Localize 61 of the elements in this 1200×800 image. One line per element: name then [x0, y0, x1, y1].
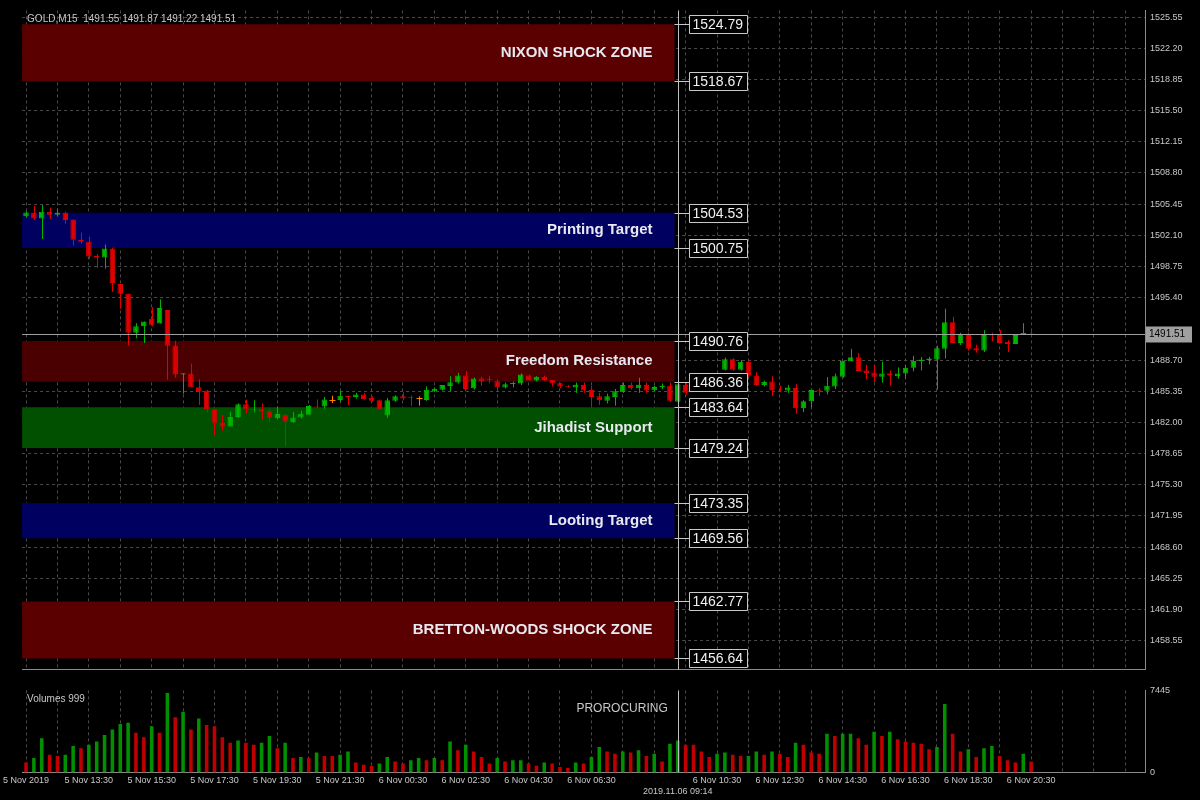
annotation: 1524.79: [692, 16, 744, 33]
x-tick-label: 6 Nov 14:30: [818, 775, 867, 786]
band-label: Looting Target: [548, 510, 653, 528]
annotation: 1479.24: [692, 440, 744, 457]
band-label: NIXON SHOCK ZONE: [500, 42, 653, 60]
annotation: 1504.53: [692, 205, 744, 222]
y-tick-label: 1468.60: [1150, 541, 1183, 552]
y-tick-label: 1461.90: [1150, 603, 1183, 614]
y-tick-label: 1465.25: [1150, 572, 1183, 583]
y-tick-label: 1458.55: [1150, 635, 1183, 646]
y-tick-label: 1478.65: [1150, 448, 1183, 459]
annotation: 1500.75: [692, 240, 744, 257]
y-tick-label: 1471.95: [1150, 510, 1183, 521]
x-tick-label: 5 Nov 17:30: [190, 775, 239, 786]
y-tick-label: 1482.00: [1150, 416, 1183, 427]
y-tick-label: 7445: [1150, 684, 1171, 695]
x-tick-label: 6 Nov 06:30: [567, 775, 616, 786]
annotation: 1473.35: [692, 495, 744, 512]
annotation: 1469.56: [692, 530, 744, 547]
annotation: 1490.76: [692, 333, 744, 350]
ref-line-label: 1491.51: [1149, 328, 1186, 340]
y-tick-label: 1522.20: [1150, 42, 1183, 53]
annotation: 1462.77: [692, 593, 744, 610]
y-tick-label: 1488.70: [1150, 354, 1183, 365]
x-tick-label: 2019.11.06 09:14: [643, 786, 713, 797]
x-tick-label: 6 Nov 20:30: [1006, 775, 1056, 786]
band-label: BRETTON-WOODS SHOCK ZONE: [412, 620, 653, 638]
annotation: 1518.67: [692, 73, 744, 90]
annotation: 1456.64: [692, 650, 744, 667]
x-tick-label: 6 Nov 00:30: [378, 775, 428, 786]
annotation: PROROCURING: [576, 700, 668, 715]
annotation: 1483.64: [692, 399, 744, 416]
y-tick-label: 1508.80: [1150, 167, 1183, 178]
chart-title: GOLD,M15 1491.55 1491.87 1491.22 1491.51: [27, 13, 237, 25]
band-label: Jihadist Support: [534, 417, 653, 435]
chart-title: Volumes 999: [27, 693, 86, 705]
annotation: 1486.36: [692, 374, 744, 391]
y-tick-label: 1515.50: [1150, 105, 1183, 116]
x-tick-label: 6 Nov 12:30: [755, 775, 805, 786]
band-label: Freedom Resistance: [505, 351, 653, 369]
y-tick-label: 1502.10: [1150, 229, 1183, 240]
y-tick-label: 1512.15: [1150, 136, 1183, 147]
x-tick-label: 5 Nov 15:30: [127, 775, 176, 786]
x-tick-label: 6 Nov 18:30: [944, 775, 993, 786]
x-tick-label: 5 Nov 21:30: [315, 775, 365, 786]
x-tick-label: 5 Nov 2019: [3, 775, 50, 786]
x-tick-label: 6 Nov 10:30: [692, 775, 742, 786]
x-tick-label: 5 Nov 19:30: [253, 775, 302, 786]
x-tick-label: 6 Nov 02:30: [441, 775, 491, 786]
y-tick-label: 1475.30: [1150, 479, 1183, 490]
y-tick-label: 1498.75: [1150, 261, 1183, 272]
x-tick-label: 5 Nov 13:30: [64, 775, 114, 786]
band-label: Printing Target: [546, 220, 653, 238]
y-tick-label: 1505.45: [1150, 198, 1183, 209]
y-tick-label: 1485.35: [1150, 385, 1183, 396]
y-tick-label: 1525.55: [1150, 11, 1183, 22]
y-tick-label: 0: [1150, 766, 1156, 777]
y-tick-label: 1518.85: [1150, 73, 1183, 84]
x-tick-label: 6 Nov 04:30: [504, 775, 553, 786]
x-tick-label: 6 Nov 16:30: [881, 775, 930, 786]
y-tick-label: 1495.40: [1150, 292, 1183, 303]
